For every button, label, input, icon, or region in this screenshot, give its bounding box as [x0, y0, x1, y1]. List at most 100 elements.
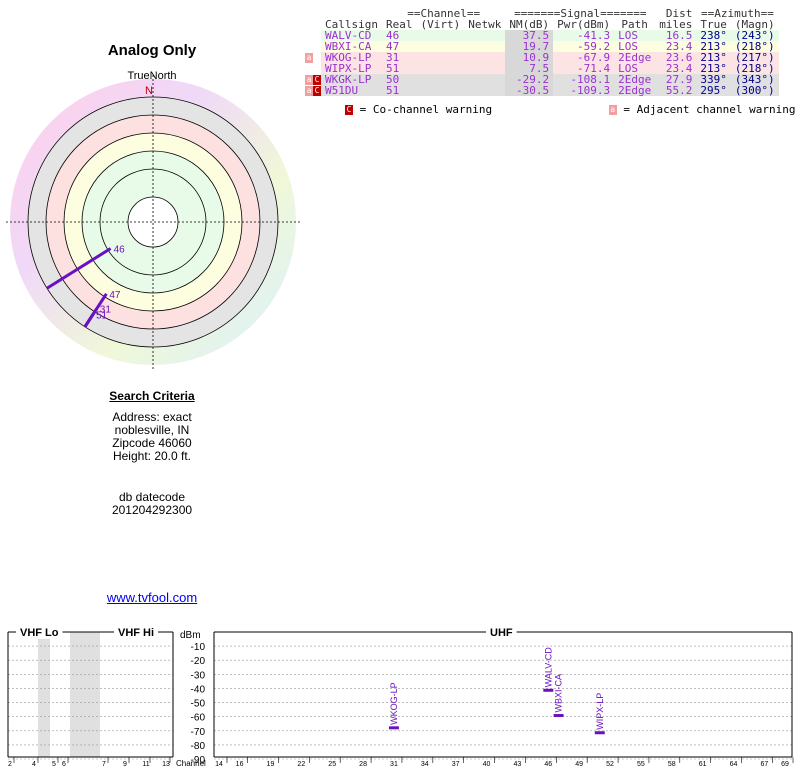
uhf-title-bg: [486, 625, 517, 639]
adjacent-channel-badge: a: [305, 86, 313, 96]
path-cell: LOS: [614, 30, 656, 41]
address-text: Address: exact: [112, 410, 192, 424]
real-channel-cell: 51: [381, 85, 417, 96]
true-azimuth-cell: 339°: [696, 74, 731, 85]
magn-azimuth-cell: (218°): [730, 41, 779, 52]
col-true: True: [700, 18, 727, 31]
group-channel: ==Channel==: [407, 7, 481, 20]
vhf-tick-label: 13: [162, 761, 170, 768]
tvfool-link[interactable]: www.tvfool.com: [106, 590, 198, 605]
uhf-tick-label: 43: [514, 761, 522, 768]
vhf-tick-label: 6: [62, 761, 66, 768]
table-row: a C W51DU 51 -30.5 -109.3 2Edge 55.2 295° (300°): [305, 85, 779, 96]
group-signal: =======Signal=======: [514, 7, 647, 20]
db-label: db datecode: [118, 490, 186, 504]
vhf-tick-label: 2: [8, 761, 12, 768]
table-row: a C WKGK-LP 50 -29.2 -108.1 2Edge 27.9 339° (343°…: [305, 74, 779, 85]
polar-marker-label: 47: [109, 290, 121, 301]
search-criteria-heading: Search Criteria: [109, 389, 195, 403]
dist-cell: 55.2: [655, 85, 697, 96]
y-tick-label: -10: [191, 642, 206, 653]
virt-cell: [416, 74, 465, 85]
polar-marker-label: 46: [114, 244, 126, 255]
dist-cell: 23.4: [655, 41, 697, 52]
adjacent-channel-badge: a: [608, 105, 617, 115]
nm-cell: -30.5: [505, 85, 554, 96]
netwk-cell: [464, 63, 506, 74]
station-bar-wkog-lp: [388, 726, 399, 730]
badge-cell: [305, 30, 321, 41]
co-channel-badge: C: [313, 86, 321, 96]
true-north-label: TrueNorth: [127, 70, 177, 82]
virt-cell: [416, 41, 465, 52]
virt-cell: [416, 85, 465, 96]
adjacent-channel-badge: a: [305, 75, 313, 85]
true-azimuth-cell: 238°: [696, 30, 731, 41]
nm-cell: 19.7: [505, 41, 554, 52]
station-label: WBXI-CA: [554, 674, 564, 713]
uhf-tick-label: 64: [730, 761, 738, 768]
uhf-tick-label: 25: [328, 761, 336, 768]
magn-azimuth-cell: (218°): [730, 63, 779, 74]
netwk-cell: [464, 41, 506, 52]
polar-marker-label: 51: [96, 310, 108, 321]
path-cell: 2Edge: [614, 85, 656, 96]
vhf-hi-title: VHF Hi: [118, 627, 154, 639]
uhf-tick-label: 31: [390, 761, 398, 768]
virt-cell: [416, 52, 465, 63]
real-channel-cell: 47: [381, 41, 417, 52]
uhf-tick-label: 52: [606, 761, 614, 768]
col-virt: (Virt): [420, 18, 461, 31]
y-tick-label: -60: [191, 713, 206, 724]
badge-cell: [305, 41, 321, 52]
y-tick-label: -30: [191, 670, 206, 681]
dist-cell: 27.9: [655, 74, 697, 85]
virt-cell: [416, 30, 465, 41]
station-label: WKOG-LP: [389, 682, 399, 725]
station-label: WIPX-LP: [595, 693, 605, 730]
co-channel-badge: C: [313, 75, 321, 85]
polar-marker-51: [83, 313, 95, 328]
pwr-cell: -109.3: [553, 85, 615, 96]
vhf-gap-shade: [38, 632, 50, 757]
callsign-cell: WKOG-LP: [321, 52, 382, 63]
col-netwk: Netwk: [468, 18, 502, 31]
uhf-tick-label: 37: [452, 761, 460, 768]
vhf-tick-label: 7: [102, 761, 106, 768]
vhf-tick-label: 4: [32, 761, 36, 768]
uhf-tick-label: 16: [236, 761, 244, 768]
uhf-tick-label: 19: [267, 761, 275, 768]
stations-table: ==Channel== =======Signal======= Dist ==…: [305, 8, 779, 96]
badge-cell: a: [305, 52, 321, 63]
true-azimuth-cell: 213°: [696, 52, 731, 63]
polar-marker-46: [46, 247, 112, 290]
vhf-tick-label: 9: [123, 761, 127, 768]
dist-cell: 23.4: [655, 63, 697, 74]
x-axis-label: Channel: [176, 759, 206, 768]
y-tick-label: -70: [191, 727, 206, 738]
north-marker: N: [145, 85, 153, 97]
pwr-cell: -71.4: [553, 63, 615, 74]
y-tick-label: -40: [191, 684, 206, 695]
table-row: WBXI-CA 47 19.7 -59.2 LOS 23.4 213° (218°): [305, 41, 779, 52]
y-tick-label: -80: [191, 741, 206, 752]
vhf-hi-title-bg: [114, 625, 159, 639]
pwr-cell: -67.9: [553, 52, 615, 63]
magn-azimuth-cell: (300°): [730, 85, 779, 96]
path-cell: 2Edge: [614, 74, 656, 85]
uhf-tick-label: 14: [215, 761, 223, 768]
path-cell: LOS: [614, 63, 656, 74]
nm-cell: 10.9: [505, 52, 554, 63]
vhf-lo-title: VHF Lo: [20, 627, 59, 639]
warning-legend: C = Co-channel warning a = Adjacent chan…: [345, 103, 796, 116]
nm-cell: -29.2: [505, 74, 554, 85]
table-group-header: ==Channel== =======Signal======= Dist ==…: [305, 8, 779, 19]
height-text: Height: 20.0 ft.: [112, 449, 192, 463]
group-dist: Dist: [665, 7, 693, 20]
uhf-tick-label: 61: [699, 761, 707, 768]
uhf-tick-label: 40: [483, 761, 491, 768]
col-nm: NM(dB): [509, 18, 550, 31]
uhf-tick-label: 34: [421, 761, 429, 768]
